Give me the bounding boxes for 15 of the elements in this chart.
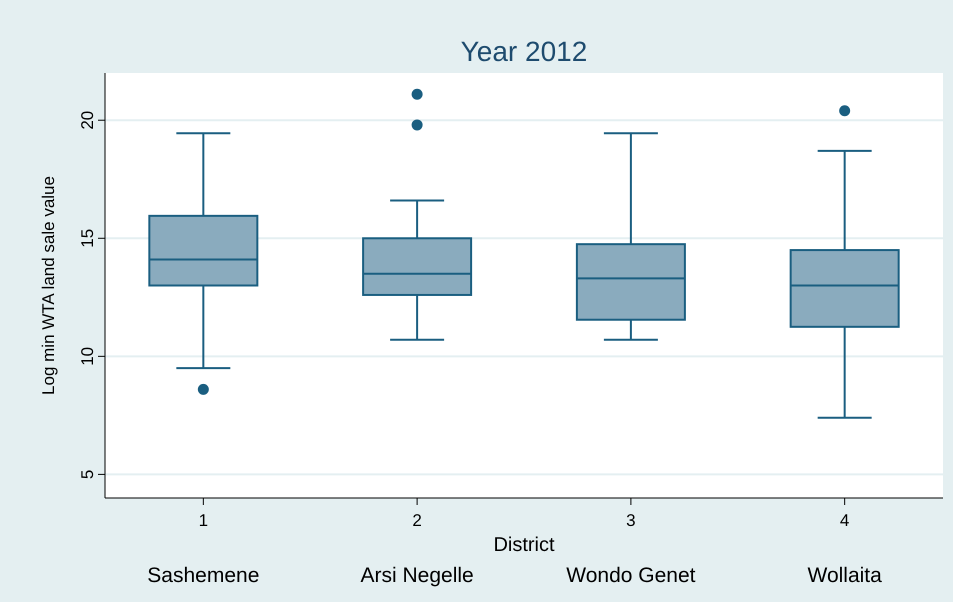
chart-title: Year 2012: [460, 36, 588, 67]
y-tick-label: 20: [78, 110, 97, 130]
text: Arsi Negelle: [360, 564, 474, 587]
x-axis-title: District: [493, 534, 555, 556]
x-tick-label: 3: [626, 511, 636, 530]
text: Wollaita: [808, 564, 882, 587]
x-tick-label: 2: [412, 511, 422, 530]
y-tick-label: 10: [78, 346, 97, 366]
y-axis-title: Log min WTA land sale value: [39, 176, 58, 395]
text: Sashemene: [147, 564, 260, 587]
y-tick-label: 15: [78, 228, 97, 248]
text: Wondo Genet: [566, 564, 696, 587]
x-tick-label: 4: [840, 511, 850, 530]
y-tick-label: 5: [78, 470, 97, 480]
x-tick-label: 1: [198, 511, 208, 530]
